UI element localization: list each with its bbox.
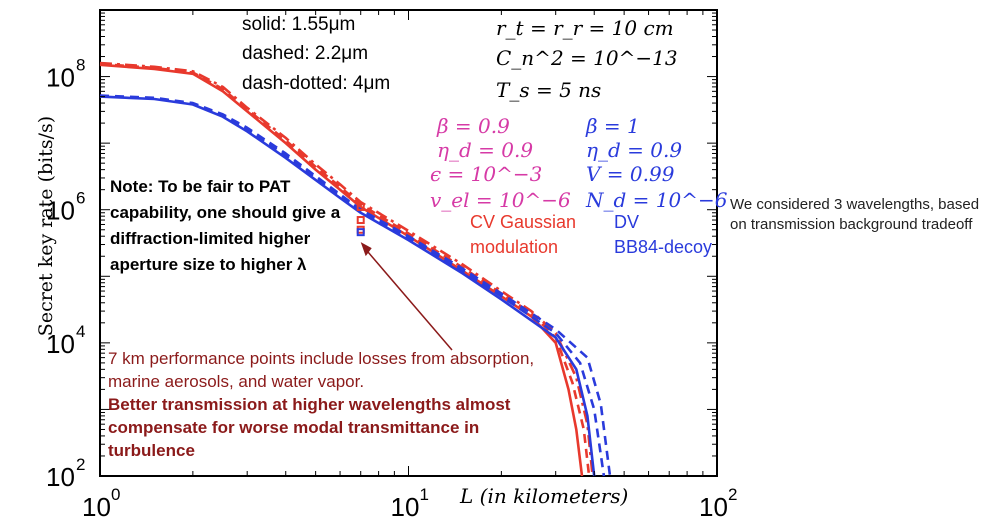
y-tick-label: 10 [46, 329, 75, 359]
dv-param-eta: η_d = 0.9 [586, 138, 683, 162]
cv-label-line2: modulation [470, 237, 559, 257]
param-ts: T_s = 5 ns [496, 78, 602, 102]
performance-points-note: 7 km performance points include losses f… [108, 347, 538, 462]
y-tick-label: 10 [46, 462, 75, 492]
dv-label-line1: DV [614, 212, 640, 232]
x-tick-exponent: 1 [420, 485, 429, 504]
y-axis-label: Secret key rate (bits/s) [35, 115, 57, 337]
performance-point-marker [356, 228, 365, 237]
series-line-0 [99, 63, 584, 477]
annotation-arrow-line [364, 247, 453, 351]
annotation-arrow-head [360, 242, 372, 257]
cv-param-vel: v_el = 10^−6 [430, 188, 571, 212]
x-tick-label: 10 [82, 492, 111, 522]
legend-dashed: dashed: 2.2μm [242, 43, 369, 64]
pat-capability-note: Note: To be fair to PAT capability, one … [110, 177, 341, 274]
performance-points-note-regular: 7 km performance points include losses f… [108, 349, 535, 391]
x-tick-exponent: 2 [728, 485, 737, 504]
x-tick-exponent: 0 [111, 485, 120, 504]
y-tick-label: 10 [46, 196, 75, 226]
dv-label-line2: BB84-decoy [614, 237, 713, 257]
param-cn2: C_n^2 = 10^−13 [496, 46, 678, 70]
y-tick-exponent: 4 [76, 322, 85, 341]
performance-point-marker [356, 202, 365, 211]
dv-param-beta: β = 1 [586, 114, 640, 138]
dv-param-v: V = 0.99 [586, 162, 675, 186]
y-tick-exponent: 8 [76, 56, 85, 75]
y-tick-label: 10 [46, 63, 75, 93]
cv-label-line1: CV Gaussian [470, 212, 577, 232]
legend-dash-dotted: dash-dotted: 4μm [242, 73, 391, 94]
x-tick-label: 10 [699, 492, 728, 522]
series-line-5 [99, 94, 612, 477]
y-tick-exponent: 6 [76, 189, 85, 208]
performance-points-note-bold: Better transmission at higher wavelength… [108, 395, 511, 460]
x-axis-label: L (in kilometers) [460, 484, 629, 508]
legend-solid: solid: 1.55μm [242, 14, 356, 35]
cv-param-eta: η_d = 0.9 [437, 138, 534, 162]
y-tick-exponent: 2 [76, 455, 85, 474]
performance-point-marker [356, 216, 365, 225]
cv-param-beta: β = 0.9 [437, 114, 510, 138]
wavelength-side-note: We considered 3 wavelengths, based on tr… [730, 196, 980, 233]
param-aperture: r_t = r_r = 10 cm [496, 16, 674, 40]
x-tick-label: 10 [391, 492, 420, 522]
cv-param-epsilon: ϵ = 10^−3 [430, 162, 543, 186]
dv-param-nd: N_d = 10^−6 [586, 188, 728, 212]
